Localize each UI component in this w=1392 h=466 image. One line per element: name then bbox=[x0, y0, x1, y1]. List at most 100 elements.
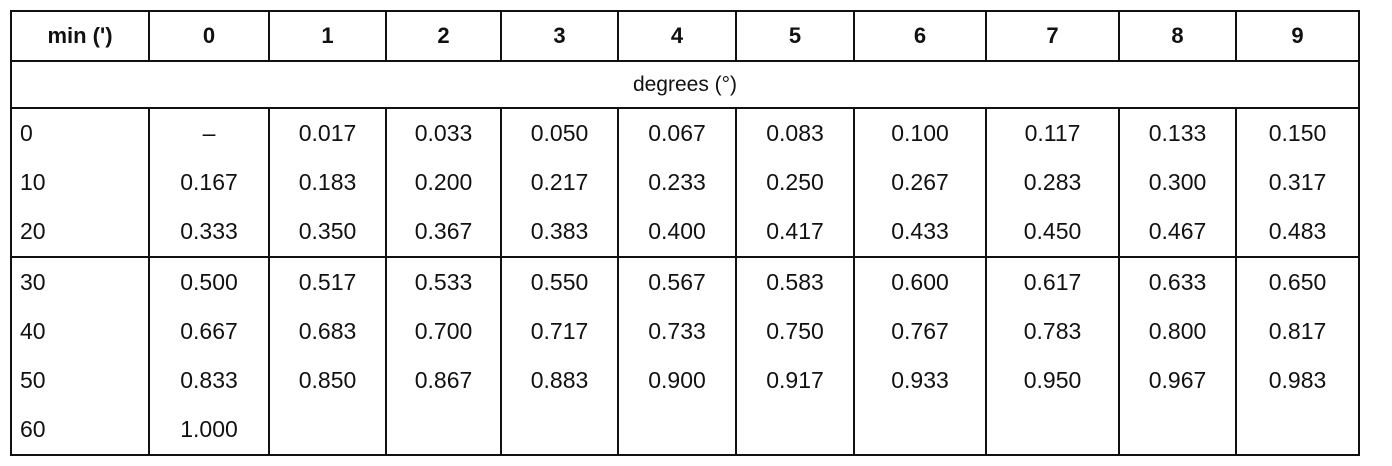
value-cell: 0.267 bbox=[853, 158, 987, 207]
value-cell: 0.050 bbox=[500, 107, 619, 158]
row-label: 20 bbox=[10, 207, 150, 257]
data-row: 20 0.333 0.350 0.367 0.383 0.400 0.417 0.433 0.4… bbox=[10, 207, 1360, 257]
header-cell: min (') bbox=[10, 10, 150, 62]
value-cell: 0.983 bbox=[1235, 356, 1360, 405]
value-cell: 0.917 bbox=[735, 356, 855, 405]
row-label: 10 bbox=[10, 158, 150, 207]
value-cell: 0.800 bbox=[1118, 307, 1237, 356]
value-cell: 0.300 bbox=[1118, 158, 1237, 207]
value-cell: 0.150 bbox=[1235, 107, 1360, 158]
value-cell: 0.433 bbox=[853, 207, 987, 257]
value-cell: – bbox=[148, 107, 270, 158]
row-group: 0–0.017 0.033 0.050 0.067 0.083 0.100 0.117 0.1… bbox=[10, 107, 1360, 257]
value-cell: 0.733 bbox=[617, 307, 737, 356]
value-cell: 0.200 bbox=[385, 158, 502, 207]
value-cell: 0.233 bbox=[617, 158, 737, 207]
empty-cell bbox=[985, 405, 1120, 456]
value-cell: 0.583 bbox=[735, 256, 855, 307]
empty-cell bbox=[735, 405, 855, 456]
value-cell: 0.767 bbox=[853, 307, 987, 356]
header-cell: 7 bbox=[985, 10, 1120, 62]
value-cell: 0.900 bbox=[617, 356, 737, 405]
conversion-table: min (') 0 1 2 3 4 5 6 7 8 9 degrees (°) 0–0.017 0.033… bbox=[10, 10, 1360, 456]
header-cell: 8 bbox=[1118, 10, 1237, 62]
data-row: 0–0.017 0.033 0.050 0.067 0.083 0.100 0.117 0.1… bbox=[10, 107, 1360, 158]
value-cell: 0.367 bbox=[385, 207, 502, 257]
value-cell: 0.467 bbox=[1118, 207, 1237, 257]
value-cell: 0.183 bbox=[268, 158, 387, 207]
data-row: 40 0.667 0.683 0.700 0.717 0.733 0.750 0.767 0.7… bbox=[10, 307, 1360, 356]
value-cell: 0.167 bbox=[148, 158, 270, 207]
row-label: 30 bbox=[10, 256, 150, 307]
value-cell: 0.450 bbox=[985, 207, 1120, 257]
header-cell: 1 bbox=[268, 10, 387, 62]
data-row: 50 0.833 0.850 0.867 0.883 0.900 0.917 0.933 0.9… bbox=[10, 356, 1360, 405]
value-cell: 1.000 bbox=[148, 405, 270, 456]
value-cell: 0.967 bbox=[1118, 356, 1237, 405]
value-cell: 0.133 bbox=[1118, 107, 1237, 158]
value-cell: 0.383 bbox=[500, 207, 619, 257]
value-cell: 0.550 bbox=[500, 256, 619, 307]
value-cell: 0.650 bbox=[1235, 256, 1360, 307]
value-cell: 0.100 bbox=[853, 107, 987, 158]
data-row: 60 1.000 bbox=[10, 405, 1360, 456]
empty-cell bbox=[1235, 405, 1360, 456]
table-head: min (') 0 1 2 3 4 5 6 7 8 9 degrees (°) bbox=[10, 10, 1360, 109]
subheader-row: degrees (°) bbox=[10, 61, 1360, 109]
value-cell: 0.600 bbox=[853, 256, 987, 307]
row-group: 30 0.500 0.517 0.533 0.550 0.567 0.583 0.600 0.6… bbox=[10, 256, 1360, 456]
value-cell: 0.350 bbox=[268, 207, 387, 257]
value-cell: 0.750 bbox=[735, 307, 855, 356]
header-cell: 5 bbox=[735, 10, 855, 62]
data-row: 10 0.167 0.183 0.200 0.217 0.233 0.250 0.267 0.2… bbox=[10, 158, 1360, 207]
value-cell: 0.717 bbox=[500, 307, 619, 356]
header-cell: 3 bbox=[500, 10, 619, 62]
row-label: 60 bbox=[10, 405, 150, 456]
row-label: 50 bbox=[10, 356, 150, 405]
value-cell: 0.283 bbox=[985, 158, 1120, 207]
value-cell: 0.317 bbox=[1235, 158, 1360, 207]
empty-cell bbox=[1118, 405, 1237, 456]
value-cell: 0.700 bbox=[385, 307, 502, 356]
value-cell: 0.083 bbox=[735, 107, 855, 158]
header-cell: 2 bbox=[385, 10, 502, 62]
value-cell: 0.850 bbox=[268, 356, 387, 405]
header-cell: 9 bbox=[1235, 10, 1360, 62]
value-cell: 0.817 bbox=[1235, 307, 1360, 356]
value-cell: 0.333 bbox=[148, 207, 270, 257]
value-cell: 0.783 bbox=[985, 307, 1120, 356]
value-cell: 0.217 bbox=[500, 158, 619, 207]
value-cell: 0.483 bbox=[1235, 207, 1360, 257]
value-cell: 0.683 bbox=[268, 307, 387, 356]
value-cell: 0.633 bbox=[1118, 256, 1237, 307]
empty-cell bbox=[617, 405, 737, 456]
value-cell: 0.517 bbox=[268, 256, 387, 307]
data-row: 30 0.500 0.517 0.533 0.550 0.567 0.583 0.600 0.6… bbox=[10, 256, 1360, 307]
empty-cell bbox=[268, 405, 387, 456]
value-cell: 0.950 bbox=[985, 356, 1120, 405]
empty-cell bbox=[385, 405, 502, 456]
empty-cell bbox=[853, 405, 987, 456]
empty-cell bbox=[500, 405, 619, 456]
value-cell: 0.667 bbox=[148, 307, 270, 356]
value-cell: 0.417 bbox=[735, 207, 855, 257]
value-cell: 0.833 bbox=[148, 356, 270, 405]
header-cell: 4 bbox=[617, 10, 737, 62]
value-cell: 0.400 bbox=[617, 207, 737, 257]
row-label: 0 bbox=[10, 107, 150, 158]
value-cell: 0.500 bbox=[148, 256, 270, 307]
header-row: min (') 0 1 2 3 4 5 6 7 8 9 bbox=[10, 10, 1360, 62]
value-cell: 0.867 bbox=[385, 356, 502, 405]
value-cell: 0.067 bbox=[617, 107, 737, 158]
value-cell: 0.933 bbox=[853, 356, 987, 405]
value-cell: 0.117 bbox=[985, 107, 1120, 158]
header-cell: 6 bbox=[853, 10, 987, 62]
value-cell: 0.250 bbox=[735, 158, 855, 207]
value-cell: 0.033 bbox=[385, 107, 502, 158]
value-cell: 0.017 bbox=[268, 107, 387, 158]
value-cell: 0.883 bbox=[500, 356, 619, 405]
value-cell: 0.617 bbox=[985, 256, 1120, 307]
value-cell: 0.533 bbox=[385, 256, 502, 307]
subheader-cell: degrees (°) bbox=[10, 61, 1360, 109]
